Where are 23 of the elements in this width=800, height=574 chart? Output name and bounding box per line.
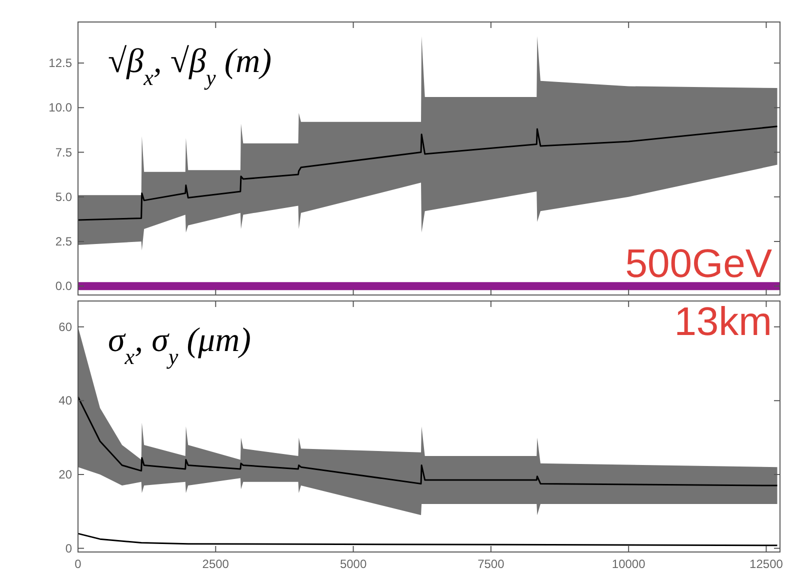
x-tick-label: 2500 — [202, 557, 230, 571]
line-series — [77, 126, 778, 221]
y-tick-label: 12.5 — [48, 56, 72, 70]
x-tick-label: 10000 — [612, 557, 646, 571]
y-axis-title: √β$_{x}$, √β$_{y}$ (m) — [108, 43, 272, 90]
y-axis-title: σ$_{x}$, σ$_{y}$ (μm) — [108, 322, 251, 368]
y-tick-label: 2.5 — [55, 234, 72, 248]
x-tick-label: 5000 — [340, 557, 367, 571]
ref-line-label: 500GeV — [625, 242, 772, 286]
x-tick-label: 7500 — [478, 557, 505, 571]
y-tick-label: 5.0 — [55, 190, 72, 204]
y-tick-label: 40 — [58, 394, 72, 408]
y-tick-label: 20 — [58, 467, 72, 482]
line-series — [77, 532, 778, 546]
y-tick-label: 0.0 — [55, 279, 72, 294]
y-tick-label: 60 — [58, 320, 72, 334]
line-series — [77, 396, 778, 486]
y-tick-label: 7.5 — [55, 145, 72, 160]
y-tick-label: 10.0 — [48, 100, 72, 115]
annotation: 13km — [674, 300, 772, 344]
y-tick-label: 0 — [65, 541, 72, 556]
x-tick-label: 12500 — [750, 557, 784, 571]
x-tick-label: 0 — [74, 557, 82, 571]
